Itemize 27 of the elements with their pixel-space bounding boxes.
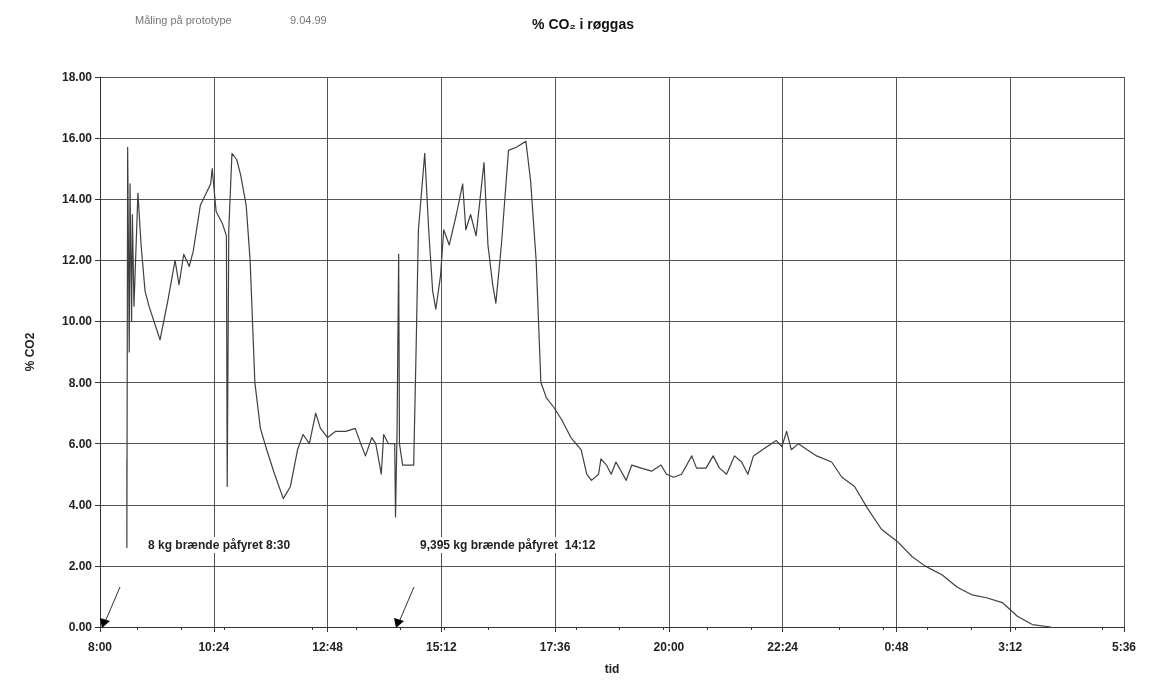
y-tick-label: 12.00 xyxy=(61,253,93,268)
y-axis-title: % CO2 xyxy=(23,332,37,372)
annotation: 9,395 kg brænde påfyret 14:12 xyxy=(417,537,599,553)
x-tick-label: 3:12 xyxy=(998,640,1023,654)
x-tick-label: 17:36 xyxy=(539,640,571,654)
x-tick-label: 10:24 xyxy=(198,640,230,654)
x-axis-title: tid xyxy=(604,662,620,676)
y-tick-label: 18.00 xyxy=(61,70,93,84)
x-tick-label: 12:48 xyxy=(312,640,344,654)
y-tick-label: 6.00 xyxy=(68,436,93,451)
x-tick-label: 5:36 xyxy=(1111,640,1137,654)
y-tick-label: 2.00 xyxy=(68,558,93,573)
x-tick-label: 15:12 xyxy=(425,640,457,654)
text: Måling på prototype xyxy=(135,14,232,26)
annotation: 8 kg brænde påfyret 8:30 xyxy=(145,537,294,553)
x-tick-label: 0:48 xyxy=(884,640,909,654)
y-tick-label: 16.00 xyxy=(61,131,93,146)
y-tick-label: 8.00 xyxy=(68,375,93,390)
y-tick-label: 4.00 xyxy=(68,497,93,512)
y-tick-label: 0.00 xyxy=(68,620,93,634)
x-tick-label: 22:24 xyxy=(767,640,799,654)
x-tick-label: 20:00 xyxy=(653,640,685,654)
x-tick-label: 8:00 xyxy=(87,640,113,654)
text: 9.04.99 xyxy=(290,14,327,26)
y-tick-label: 14.00 xyxy=(61,192,93,207)
y-tick-label: 10.00 xyxy=(61,314,93,329)
chart-title: % CO₂ i røggas xyxy=(532,16,635,32)
